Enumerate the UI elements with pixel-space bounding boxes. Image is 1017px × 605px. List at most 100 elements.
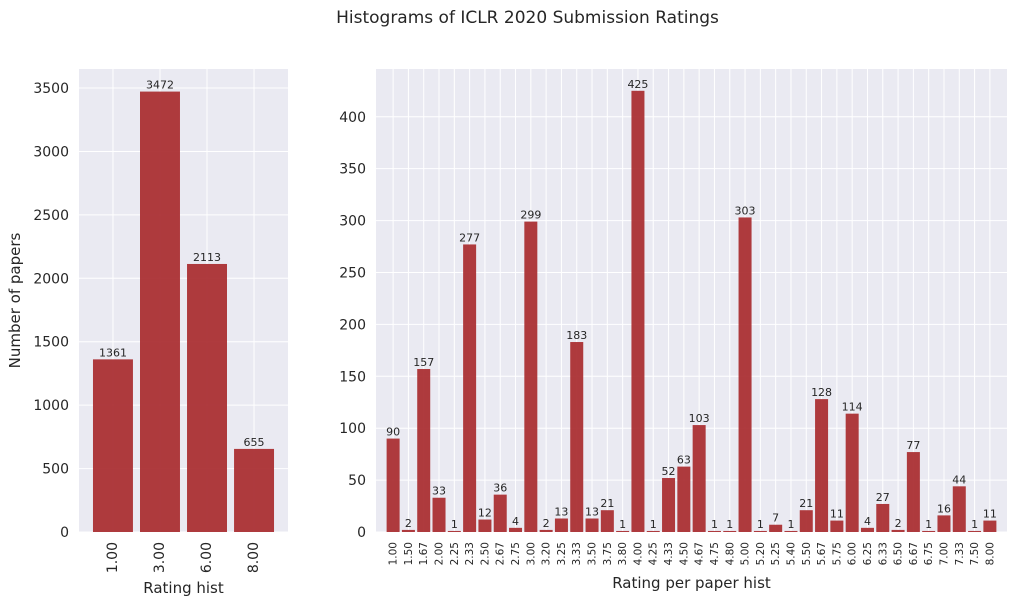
bar-value-label: 21 [600,497,614,510]
bar-value-label: 1 [726,518,733,531]
bar-value-label: 3472 [146,79,174,92]
x-tick-label: 4.25 [648,542,660,565]
bar [616,530,630,532]
y-tick-label: 3500 [33,81,69,97]
x-tick-label: 1.50 [403,542,415,565]
bar-value-label: 128 [811,386,832,399]
bar-value-label: 11 [830,508,844,521]
bar-value-label: 2 [543,517,550,530]
x-tick-label: 5.50 [801,542,813,565]
bar [906,452,920,532]
x-tick-label: 8.00 [984,542,996,565]
bar [585,518,599,532]
x-tick-label: 3.50 [587,542,599,565]
x-tick-label: 3.25 [556,542,568,565]
bar-value-label: 52 [662,465,676,478]
x-tick-label: 6.67 [908,542,920,565]
x-tick-label: 2.25 [449,542,461,565]
bar [554,518,568,532]
x-tick-label: 1.00 [388,542,400,565]
bar-value-label: 21 [799,497,813,510]
bar [386,438,400,532]
x-tick-label: 4.50 [678,542,690,565]
x-tick-label: 4.00 [632,542,644,565]
y-tick-label: 1000 [33,398,69,414]
figure-title: Histograms of ICLR 2020 Submission Ratin… [336,8,719,28]
bar-value-label: 103 [689,412,710,425]
x-tick-label: 2.00 [434,542,446,565]
bar-value-label: 36 [493,482,507,495]
rating-per-paper-hist-chart: 0501001502002503003504009021573312771236… [339,69,1007,592]
bar-value-label: 1 [757,518,764,531]
bar-value-label: 1 [787,518,794,531]
bar [738,217,752,532]
bar [92,359,133,532]
bar-value-label: 2 [405,517,412,530]
bar [401,529,415,532]
rating-hist-chart: 0 500 1000 1500 2000 2500 3000 3500 1361 3472 2113… [6,69,288,597]
bar-value-label: 1 [925,518,932,531]
x-tick-label: 5.00 [740,542,752,565]
x-tick-label: 5.40 [785,542,797,565]
bar [417,369,431,532]
bar-value-label: 13 [585,506,599,519]
bar [140,91,180,533]
bar [952,486,966,532]
y-tick-label: 1500 [33,335,69,351]
x-tick-label: 6.75 [923,542,935,565]
x-tick-label: 2.50 [479,542,491,565]
bar [723,530,737,532]
bar [432,497,446,532]
x-tick-label: 7.00 [938,542,950,565]
x-axis-label: Rating per paper hist [612,574,771,592]
bar-value-label: 2 [895,517,902,530]
y-tick-label: 0 [60,525,69,541]
y-tick-label: 50 [348,473,366,489]
x-tick-label: 4.75 [709,542,721,565]
bar [937,515,951,532]
x-tick-label: 1.67 [418,542,430,565]
bar [799,510,813,532]
bar-value-label: 655 [244,436,265,449]
bar [662,478,676,532]
bar-value-label: 277 [459,231,480,244]
bar [478,519,492,532]
x-tick-label: 5.75 [831,542,843,565]
x-tick-label: 2.75 [510,542,522,565]
bar-value-label: 16 [937,502,951,515]
bar [922,530,936,532]
bar-value-label: 1 [650,518,657,531]
bar [968,530,982,532]
x-axis-label: Rating hist [143,579,224,597]
bar-value-label: 114 [842,401,863,414]
x-tick-label: 6.33 [877,542,889,565]
bar [692,425,706,532]
bar [830,520,844,532]
bar [891,529,905,532]
x-tick-label: 3.80 [617,542,629,565]
bar [631,90,645,532]
bar-value-label: 77 [906,439,920,452]
bar-value-label: 4 [864,515,871,528]
x-tick-label: 6.00 [847,542,859,565]
y-axis-label: Number of papers [6,232,24,368]
x-tick-label: 7.50 [969,542,981,565]
bar-value-label: 1 [619,518,626,531]
bar-value-label: 12 [478,507,492,520]
y-tick-label: 2000 [33,271,69,287]
y-tick-label: 150 [339,369,366,385]
x-tick-label: 4.33 [663,542,675,565]
bar-value-label: 1 [451,518,458,531]
bar [876,503,890,532]
y-tick-label: 3000 [33,144,69,160]
bar [600,510,614,532]
y-tick-label: 200 [339,317,366,333]
x-tick-label: 5.67 [816,542,828,565]
x-tick-label: 4.80 [724,542,736,565]
bar [646,530,660,532]
y-tick-label: 350 [339,162,366,178]
x-tick-label: 6.00 [199,542,215,573]
x-tick-label: 5.25 [770,542,782,565]
y-tick-label: 300 [339,214,366,230]
